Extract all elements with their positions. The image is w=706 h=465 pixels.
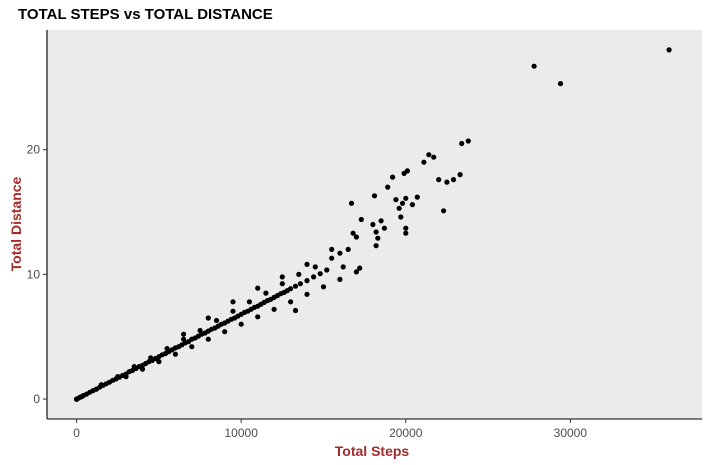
data-point — [337, 250, 343, 256]
data-point — [123, 374, 129, 380]
data-point — [329, 255, 335, 261]
data-point — [465, 138, 471, 144]
data-point — [375, 235, 381, 241]
data-point — [156, 359, 162, 365]
data-point — [255, 314, 261, 320]
y-tick-label: 0 — [33, 392, 40, 406]
data-point — [403, 225, 409, 231]
data-point — [345, 246, 351, 252]
y-axis-title: Total Distance — [8, 176, 24, 271]
data-point — [312, 264, 318, 270]
data-point — [246, 299, 252, 305]
data-point — [353, 234, 359, 240]
data-point — [222, 329, 228, 335]
data-point — [320, 284, 327, 290]
data-point — [409, 202, 415, 208]
data-point — [288, 286, 294, 292]
data-point — [131, 364, 137, 370]
data-point — [348, 200, 355, 206]
data-point — [357, 265, 363, 271]
data-point — [296, 271, 302, 277]
data-point — [557, 81, 564, 87]
data-point — [98, 382, 104, 388]
data-point — [350, 230, 356, 236]
data-point — [288, 299, 294, 305]
data-point — [396, 205, 402, 211]
points-layer — [74, 47, 672, 402]
data-point — [403, 195, 409, 201]
data-point — [189, 344, 195, 350]
y-tick-label: 10 — [27, 267, 41, 281]
data-point — [311, 274, 317, 280]
data-point — [197, 327, 203, 334]
data-point — [373, 229, 379, 235]
data-point — [329, 246, 335, 252]
data-point — [436, 177, 442, 183]
data-point — [271, 306, 277, 312]
data-point — [370, 221, 376, 228]
data-point — [450, 177, 457, 183]
data-point — [371, 193, 378, 199]
data-point — [378, 218, 384, 224]
data-point — [399, 200, 406, 206]
data-point — [441, 208, 447, 214]
x-axis-title: Total Steps — [335, 443, 410, 459]
data-point — [340, 264, 346, 270]
data-point — [421, 159, 427, 165]
data-point — [304, 261, 310, 267]
data-point — [213, 317, 220, 324]
data-point — [255, 285, 261, 291]
data-point — [401, 170, 407, 176]
data-point — [292, 283, 299, 289]
data-point — [205, 315, 211, 321]
x-tick-label: 30000 — [554, 426, 588, 440]
data-point — [414, 194, 420, 200]
data-point — [181, 336, 187, 342]
data-point — [205, 336, 211, 342]
data-point — [297, 281, 303, 287]
data-point — [358, 216, 364, 223]
data-point — [263, 290, 269, 296]
data-point — [279, 281, 285, 287]
y-ticks: 0 10 20 — [27, 143, 47, 406]
data-point — [337, 276, 343, 282]
data-point — [148, 355, 154, 361]
data-point — [230, 299, 236, 305]
data-point — [115, 374, 121, 380]
data-point — [317, 271, 323, 277]
data-point — [531, 63, 537, 69]
data-point — [457, 172, 463, 178]
data-point — [304, 291, 310, 297]
data-point — [353, 269, 359, 275]
data-point — [459, 140, 465, 147]
x-tick-label: 10000 — [225, 426, 259, 440]
data-point — [390, 174, 396, 180]
data-point — [426, 152, 432, 158]
data-point — [172, 351, 178, 357]
data-point — [139, 366, 146, 372]
data-point — [381, 225, 387, 231]
data-point — [181, 331, 187, 337]
data-point — [444, 179, 450, 185]
data-point — [164, 346, 170, 352]
data-point — [385, 184, 391, 190]
data-point — [324, 267, 330, 273]
x-ticks: 0 10000 20000 30000 — [73, 419, 587, 440]
data-point — [230, 308, 236, 314]
data-point — [666, 47, 672, 53]
data-point — [292, 307, 299, 314]
x-tick-label: 20000 — [389, 426, 423, 440]
data-point — [431, 154, 437, 160]
data-point — [279, 274, 285, 280]
data-point — [373, 243, 379, 249]
chart-title: TOTAL STEPS vs TOTAL DISTANCE — [18, 6, 273, 23]
data-point — [238, 321, 244, 327]
data-point — [398, 214, 404, 220]
y-tick-label: 20 — [27, 143, 41, 157]
x-tick-label: 0 — [73, 426, 80, 440]
data-point — [304, 278, 310, 284]
data-point — [403, 230, 409, 236]
data-point — [393, 197, 399, 203]
